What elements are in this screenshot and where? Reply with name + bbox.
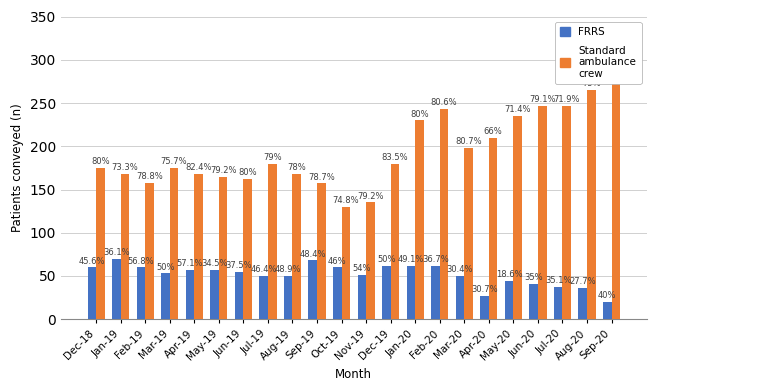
Bar xyxy=(529,284,538,319)
Text: 82.4%: 82.4% xyxy=(185,163,212,172)
X-axis label: Month: Month xyxy=(335,368,372,381)
Text: 71.9%: 71.9% xyxy=(553,95,580,104)
Bar xyxy=(587,90,596,319)
Bar xyxy=(211,270,219,319)
Y-axis label: Patients conveyed (n): Patients conveyed (n) xyxy=(11,103,24,232)
Text: 50%: 50% xyxy=(377,255,396,264)
Bar xyxy=(268,163,276,319)
Bar xyxy=(480,296,489,319)
Bar xyxy=(293,174,301,319)
Bar xyxy=(415,120,424,319)
Text: 73.3%: 73.3% xyxy=(111,163,139,172)
Bar xyxy=(563,106,571,319)
Bar xyxy=(161,273,170,319)
Bar xyxy=(243,179,252,319)
Text: 48.4%: 48.4% xyxy=(300,250,326,259)
Bar xyxy=(194,174,203,319)
Bar xyxy=(456,276,464,319)
Text: 46%: 46% xyxy=(328,257,347,266)
Bar xyxy=(431,266,440,319)
Bar xyxy=(366,203,375,319)
Text: 80%: 80% xyxy=(91,157,110,166)
Text: 80.7%: 80.7% xyxy=(455,137,482,146)
Bar xyxy=(219,176,228,319)
Bar xyxy=(440,109,448,319)
Text: 79.2%: 79.2% xyxy=(357,192,384,201)
Text: 66%: 66% xyxy=(484,127,502,136)
Text: 56.8%: 56.8% xyxy=(128,257,154,266)
Bar xyxy=(137,267,146,319)
Text: 37.5%: 37.5% xyxy=(226,261,252,270)
Text: 36.7%: 36.7% xyxy=(422,255,449,264)
Bar xyxy=(112,259,121,319)
Text: 79.1%: 79.1% xyxy=(529,95,556,104)
Text: 79.2%: 79.2% xyxy=(210,166,236,175)
Bar xyxy=(308,260,317,319)
Text: 80%: 80% xyxy=(238,169,257,178)
Bar xyxy=(513,116,522,319)
Text: 75%: 75% xyxy=(582,79,601,88)
Text: 49.1%: 49.1% xyxy=(398,255,424,264)
Legend: FRRS, Standard
ambulance
crew: FRRS, Standard ambulance crew xyxy=(554,22,642,84)
Bar xyxy=(235,272,243,319)
Text: 40%: 40% xyxy=(598,291,617,300)
Text: 71.4%: 71.4% xyxy=(505,105,531,114)
Bar xyxy=(464,148,473,319)
Bar xyxy=(538,106,546,319)
Text: 27.7%: 27.7% xyxy=(570,277,596,286)
Text: 83.5%: 83.5% xyxy=(382,153,408,162)
Bar xyxy=(121,174,129,319)
Bar xyxy=(170,168,178,319)
Text: 36.1%: 36.1% xyxy=(103,248,130,257)
Text: 78.8%: 78.8% xyxy=(136,172,163,181)
Text: 46.4%: 46.4% xyxy=(251,265,277,274)
Bar xyxy=(87,267,96,319)
Text: 18.6%: 18.6% xyxy=(496,270,522,279)
Text: 34.5%: 34.5% xyxy=(201,259,228,268)
Text: 30.4%: 30.4% xyxy=(447,265,473,274)
Bar xyxy=(391,163,399,319)
Bar xyxy=(146,183,154,319)
Bar xyxy=(603,302,611,319)
Text: 35.1%: 35.1% xyxy=(545,276,571,285)
Text: 54%: 54% xyxy=(353,264,371,273)
Text: 80.6%: 80.6% xyxy=(431,98,457,107)
Text: 78%: 78% xyxy=(287,163,307,172)
Text: 75.7%: 75.7% xyxy=(161,157,187,166)
Text: 45.6%: 45.6% xyxy=(79,257,105,266)
Text: 48.9%: 48.9% xyxy=(275,265,301,274)
Bar xyxy=(578,288,587,319)
Bar xyxy=(186,270,194,319)
Text: 35%: 35% xyxy=(524,273,543,282)
Bar xyxy=(284,276,293,319)
Bar xyxy=(96,168,104,319)
Bar xyxy=(505,281,513,319)
Bar xyxy=(406,266,415,319)
Text: 78.7%: 78.7% xyxy=(308,173,334,182)
Bar xyxy=(358,275,366,319)
Bar xyxy=(259,276,268,319)
Text: 50%: 50% xyxy=(156,263,175,272)
Text: 30.7%: 30.7% xyxy=(471,285,498,294)
Bar xyxy=(382,266,391,319)
Text: 80%: 80% xyxy=(410,110,429,119)
Text: 79%: 79% xyxy=(263,153,282,162)
Bar xyxy=(489,138,498,319)
Bar xyxy=(554,287,563,319)
Bar xyxy=(333,267,341,319)
Bar xyxy=(317,183,326,319)
Text: 57.1%: 57.1% xyxy=(176,259,204,268)
Bar xyxy=(611,73,620,319)
Text: 74.8%: 74.8% xyxy=(333,196,359,205)
Bar xyxy=(341,207,350,319)
